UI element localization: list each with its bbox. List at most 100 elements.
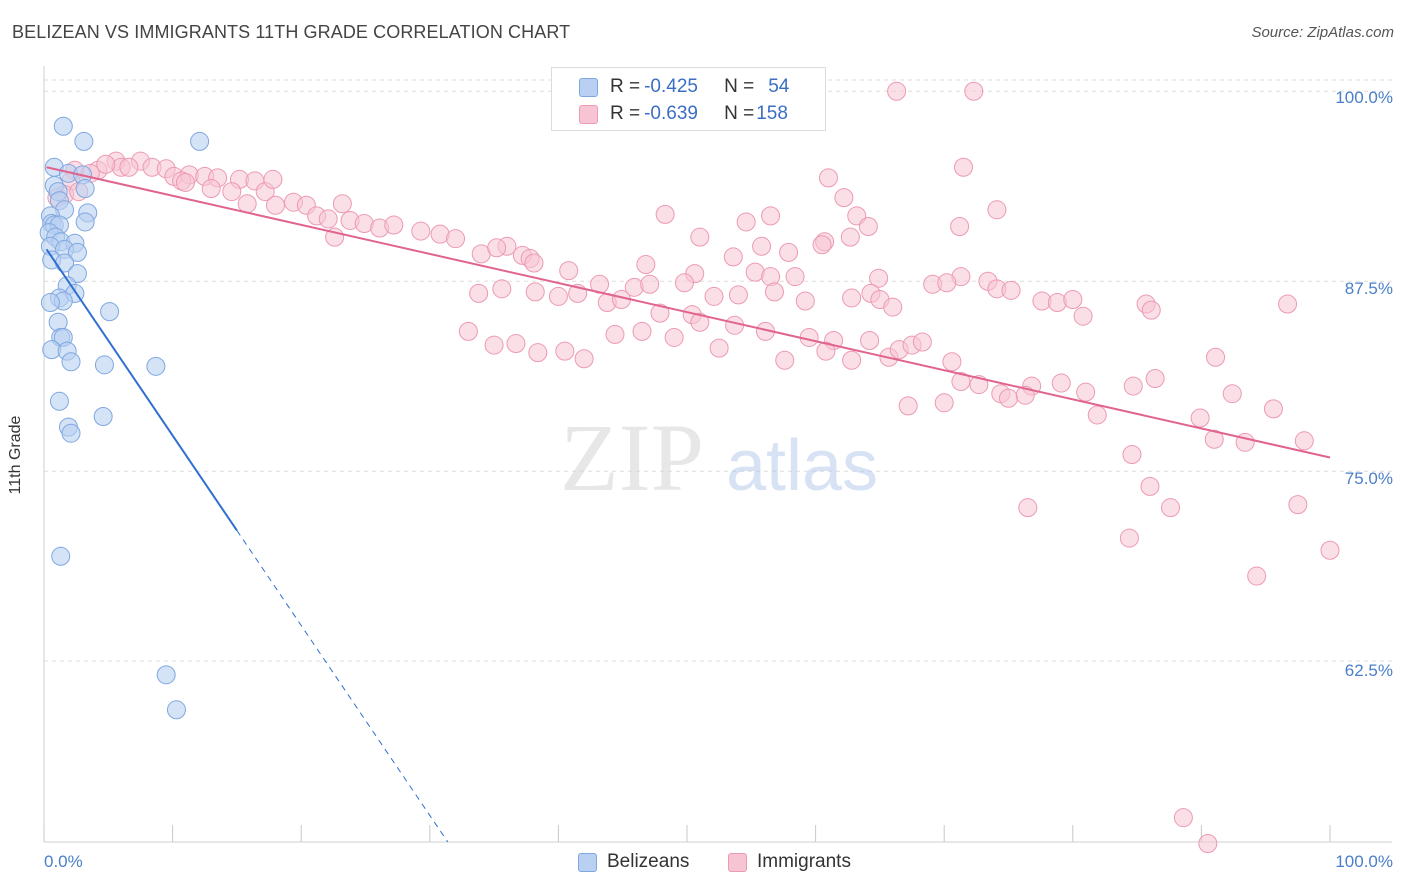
belizeans-point [146, 356, 166, 376]
n-label: N = [724, 103, 755, 124]
r-label: R = [610, 76, 641, 97]
watermark: ZIP atlas [560, 404, 878, 511]
immigrants-point [492, 279, 512, 299]
legend-row-immigrants: R = -0.639 N = 158 [552, 100, 788, 128]
belizeans-point [100, 302, 120, 322]
belizeans-trend-extension [236, 530, 449, 843]
immigrants-point [942, 352, 962, 372]
immigrants-point [1145, 368, 1165, 388]
immigrants-point [1140, 476, 1160, 496]
n-label: N = [724, 76, 755, 97]
immigrants-point [950, 217, 970, 237]
immigrants-point [934, 393, 954, 413]
r-value: -0.639 [644, 103, 698, 124]
belizeans-point [94, 355, 114, 375]
immigrants-point [818, 168, 838, 188]
immigrants-point [1263, 399, 1283, 419]
belizeans-point [53, 116, 73, 136]
legend-immigrants: Immigrants [728, 851, 851, 873]
immigrants-point [446, 229, 466, 249]
immigrants-point [1018, 498, 1038, 518]
belizeans-point [67, 242, 87, 262]
immigrants-point [761, 206, 781, 226]
immigrants-point [222, 182, 242, 202]
immigrants-point [559, 261, 579, 281]
immigrants-point [1161, 498, 1181, 518]
x-tick-max: 100.0% [1335, 852, 1393, 871]
immigrants-point [858, 217, 878, 237]
immigrants-point [655, 204, 675, 224]
belizeans-point [49, 391, 69, 411]
immigrants-point [1087, 405, 1107, 425]
immigrants-point [999, 388, 1018, 408]
immigrants-point [384, 215, 404, 235]
immigrants-point [937, 273, 957, 293]
immigrants-point [795, 291, 815, 311]
belizeans-point [67, 264, 87, 284]
immigrants-point [1204, 429, 1224, 449]
immigrants-point [728, 285, 748, 305]
immigrants-point [263, 169, 283, 189]
immigrants-point [736, 212, 756, 232]
immigrants-point [860, 331, 880, 351]
immigrants-point [664, 327, 684, 347]
immigrants-swatch [579, 104, 598, 124]
immigrants-point [555, 341, 575, 361]
legend-belizeans: Belizeans [578, 851, 689, 873]
immigrants-point [953, 157, 973, 177]
immigrants-point [1294, 431, 1314, 451]
n-value: 158 [756, 103, 788, 124]
immigrants-point [411, 221, 431, 241]
y-tick-label: 100.0% [1335, 88, 1393, 107]
watermark-zip: ZIP [560, 404, 704, 511]
immigrants-point [175, 172, 195, 192]
immigrants-point [883, 297, 903, 317]
immigrants-point [632, 321, 652, 341]
immigrants-point [812, 235, 832, 255]
belizeans-point [75, 179, 95, 199]
immigrants-point [1247, 566, 1267, 586]
chart-title: BELIZEAN VS IMMIGRANTS 11TH GRADE CORREL… [12, 22, 571, 42]
immigrants-point [1063, 289, 1083, 309]
legend-row-belizeans: R = -0.425 N = 54 [552, 73, 789, 101]
immigrants-point [898, 396, 918, 416]
belizeans-label: Belizeans [607, 851, 690, 872]
immigrants-point [1073, 306, 1093, 326]
immigrants-point [1123, 376, 1143, 396]
immigrants-point [887, 81, 907, 101]
immigrants-swatch [728, 852, 747, 872]
immigrants-point [265, 195, 285, 215]
immigrants-point [1119, 528, 1139, 548]
immigrants-point [1206, 347, 1226, 367]
immigrants-point [840, 227, 860, 247]
immigrants-point [779, 242, 799, 262]
immigrants-point [1222, 384, 1242, 404]
immigrants-point [964, 81, 984, 101]
belizeans-trend-line [45, 248, 238, 532]
immigrants-point [487, 238, 507, 258]
immigrants-point [1141, 300, 1161, 320]
y-tick-label: 75.0% [1344, 469, 1393, 488]
immigrants-point [987, 200, 1007, 220]
immigrants-point [458, 321, 478, 341]
immigrants-point [201, 179, 221, 199]
gridlines [44, 79, 1392, 662]
immigrants-point [1015, 385, 1035, 405]
immigrants-point [709, 338, 729, 358]
immigrants-point [96, 154, 116, 174]
immigrants-point [775, 350, 795, 370]
immigrants-point [506, 334, 526, 354]
immigrants-point [1190, 408, 1210, 428]
immigrants-point [605, 324, 625, 344]
immigrants-point [548, 286, 568, 306]
belizeans-point [75, 212, 95, 232]
correlation-legend: R = -0.425 N = 54 R = -0.639 N = 158 [551, 67, 826, 131]
belizeans-point [74, 131, 94, 151]
immigrants-point [690, 227, 710, 247]
belizeans-point [61, 423, 81, 443]
immigrants-point [1122, 444, 1142, 464]
immigrants-point [318, 209, 338, 229]
immigrants-point [1173, 808, 1193, 828]
immigrants-point [524, 253, 544, 273]
